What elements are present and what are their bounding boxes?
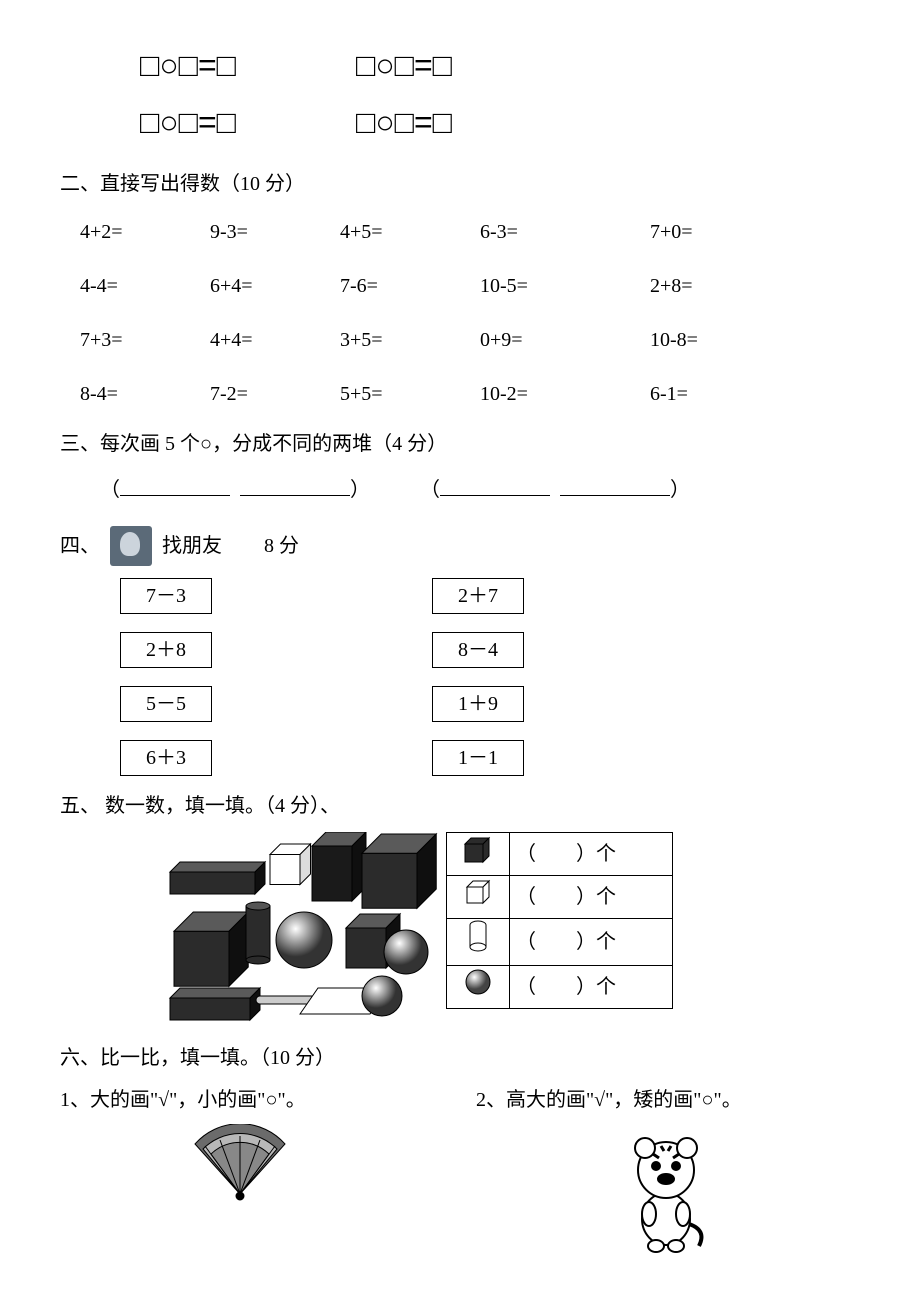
table-row: （ ）个 bbox=[447, 966, 673, 1009]
table-row: （ ）个 bbox=[447, 833, 673, 876]
tiger-icon bbox=[611, 1124, 721, 1254]
calc-cell: 7-6= bbox=[340, 270, 480, 302]
friend-box[interactable]: 6＋3 bbox=[120, 740, 212, 776]
calc-cell: 8-4= bbox=[80, 378, 210, 410]
section3-title: 三、每次画 5 个○，分成不同的两堆（4 分） bbox=[60, 428, 860, 460]
friend-box[interactable]: 5－5 bbox=[120, 686, 212, 722]
calc-cell: 6+4= bbox=[210, 270, 340, 302]
cuboid-icon bbox=[447, 833, 510, 876]
calc-cell: 9-3= bbox=[210, 216, 340, 248]
calc-grid: 4+2= 9-3= 4+5= 6-3= 7+0= 4-4= 6+4= 7-6= … bbox=[80, 216, 860, 410]
table-row: （ ）个 bbox=[447, 919, 673, 966]
shapes-scene bbox=[150, 832, 440, 1022]
table-row: （ ）个 bbox=[447, 876, 673, 919]
section6-title: 六、比一比，填一填。（10 分） bbox=[60, 1042, 860, 1074]
equation-pattern-block: □○□=□ □○□=□ □○□=□ □○□=□ bbox=[140, 40, 860, 148]
friend-box[interactable]: 1＋9 bbox=[432, 686, 524, 722]
calc-cell: 3+5= bbox=[340, 324, 480, 356]
paren-close: ） bbox=[350, 479, 370, 501]
friend-box[interactable]: 7－3 bbox=[120, 578, 212, 614]
paren-close: ） bbox=[670, 479, 690, 501]
section4-prefix: 四、 bbox=[60, 530, 100, 562]
calc-cell: 4+5= bbox=[340, 216, 480, 248]
calc-cell: 5+5= bbox=[340, 378, 480, 410]
calc-cell: 6-1= bbox=[650, 378, 780, 410]
calc-cell: 10-2= bbox=[480, 378, 650, 410]
count-text: （ ）个 bbox=[510, 919, 673, 966]
friend-col-left: 7－3 2＋8 5－5 6＋3 bbox=[120, 578, 212, 776]
eq-pattern: □○□=□ bbox=[140, 97, 236, 148]
penguin-icon bbox=[110, 526, 152, 566]
fan-icon bbox=[185, 1124, 295, 1204]
calc-cell: 7+3= bbox=[80, 324, 210, 356]
calc-cell: 7+0= bbox=[650, 216, 780, 248]
friend-box[interactable]: 2＋7 bbox=[432, 578, 524, 614]
calc-cell: 2+8= bbox=[650, 270, 780, 302]
friend-box[interactable]: 1－1 bbox=[432, 740, 524, 776]
count-text: （ ）个 bbox=[510, 966, 673, 1009]
section6-row: 1、大的画"√"，小的画"○"。 2、高大的画"√"，矮的画"○"。 bbox=[60, 1084, 860, 1254]
section4-label: 找朋友 bbox=[162, 530, 222, 562]
friend-columns: 7－3 2＋8 5－5 6＋3 2＋7 8－4 1＋9 1－1 bbox=[120, 578, 860, 776]
paren-open: （ bbox=[100, 479, 120, 501]
shapes-area: （ ）个 （ ）个 （ ）个 （ ）个 bbox=[150, 832, 860, 1022]
section4-header: 四、 找朋友 8 分 bbox=[60, 526, 860, 566]
count-table: （ ）个 （ ）个 （ ）个 （ ）个 bbox=[446, 832, 673, 1009]
section6-q1: 1、大的画"√"，小的画"○"。 bbox=[60, 1084, 420, 1116]
blank-line[interactable] bbox=[240, 475, 350, 496]
friend-box[interactable]: 8－4 bbox=[432, 632, 524, 668]
count-text: （ ）个 bbox=[510, 833, 673, 876]
friend-box[interactable]: 2＋8 bbox=[120, 632, 212, 668]
section3-blanks: （ ） （ ） bbox=[100, 474, 860, 506]
section6-q2: 2、高大的画"√"，矮的画"○"。 bbox=[476, 1084, 856, 1116]
section2-title: 二、直接写出得数（10 分） bbox=[60, 168, 860, 200]
calc-cell: 6-3= bbox=[480, 216, 650, 248]
section5-title: 五、 数一数，填一填。（4 分）、 bbox=[60, 790, 860, 822]
cylinder-icon bbox=[447, 919, 510, 966]
blank-line[interactable] bbox=[440, 475, 550, 496]
calc-cell: 4-4= bbox=[80, 270, 210, 302]
paren-open: （ bbox=[420, 479, 440, 501]
calc-cell: 0+9= bbox=[480, 324, 650, 356]
count-text: （ ）个 bbox=[510, 876, 673, 919]
section4-points: 8 分 bbox=[264, 530, 299, 562]
blank-line[interactable] bbox=[120, 475, 230, 496]
sphere-icon bbox=[447, 966, 510, 1009]
calc-cell: 4+2= bbox=[80, 216, 210, 248]
calc-cell: 10-8= bbox=[650, 324, 780, 356]
eq-pattern: □○□=□ bbox=[356, 97, 452, 148]
blank-line[interactable] bbox=[560, 475, 670, 496]
friend-col-right: 2＋7 8－4 1＋9 1－1 bbox=[432, 578, 524, 776]
calc-cell: 7-2= bbox=[210, 378, 340, 410]
eq-pattern: □○□=□ bbox=[356, 40, 452, 91]
eq-pattern: □○□=□ bbox=[140, 40, 236, 91]
cube-icon bbox=[447, 876, 510, 919]
calc-cell: 10-5= bbox=[480, 270, 650, 302]
calc-cell: 4+4= bbox=[210, 324, 340, 356]
